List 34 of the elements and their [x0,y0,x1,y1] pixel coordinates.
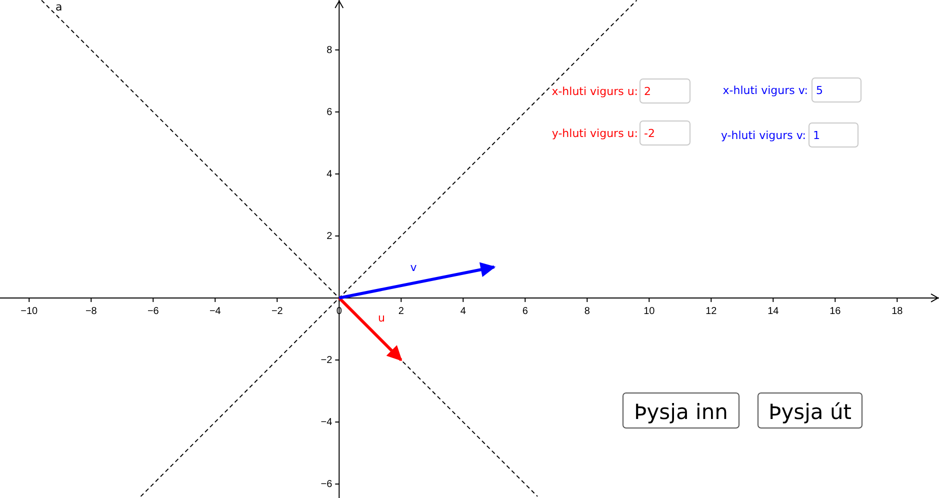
x-tick-label: 8 [584,306,590,317]
x-tick-label: −4 [209,306,222,317]
x-tick-label: −6 [147,306,160,317]
y-tick-label: −6 [320,479,333,490]
y-tick-label: −4 [320,417,333,428]
series-label: u [378,312,385,325]
x-tick-label: 6 [522,306,528,317]
x-tick-label: 10 [644,306,656,317]
y-tick-label: 8 [326,45,333,56]
x-tick-label: −2 [271,306,284,317]
x-tick-label: 14 [768,306,780,317]
annotation: Þysja inn [634,400,728,424]
annotation: 2 [644,85,651,98]
x-tick-label: 16 [830,306,842,317]
y-tick-label: 4 [326,169,333,180]
series-label: v [410,260,418,274]
annotation: y-hluti vigurs v: [720,129,806,142]
x-tick-label: −8 [85,306,98,317]
x-tick-label: 4 [460,306,466,317]
x-tick-label: −10 [20,306,38,317]
annotation: 1 [813,129,820,142]
y-tick-label: 2 [326,231,333,242]
y-tick-label: 6 [326,107,333,118]
x-tick-label: 2 [398,306,404,317]
annotation: Þysja út [768,400,852,424]
annotation: x-hluti vigurs u: [552,85,638,98]
annotation: x-hluti vigurs v: [722,84,808,97]
series-label: a [56,0,62,14]
x-tick-label: 18 [892,306,904,317]
y-tick-label: −2 [320,355,333,366]
annotation: 5 [816,84,823,97]
annotation: y-hluti vigurs u: [552,127,638,140]
x-tick-label: 12 [706,306,718,317]
annotation: -2 [644,127,655,140]
